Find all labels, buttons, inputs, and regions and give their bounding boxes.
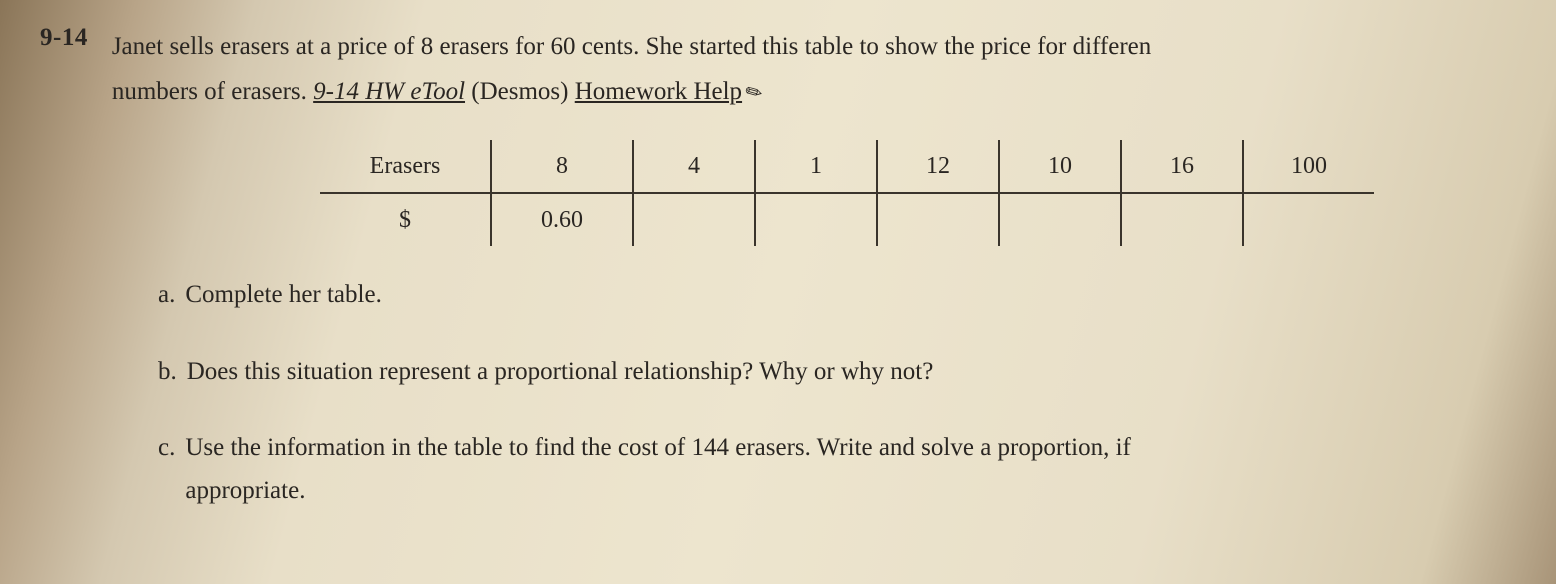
eraser-table: Erasers 8 4 1 12 10 16 100 $ 0.60 xyxy=(320,140,1374,246)
erasers-cell: 10 xyxy=(999,140,1121,193)
price-cell: 0.60 xyxy=(491,193,633,246)
problem-number: 9-14 xyxy=(40,24,88,52)
row2-label: $ xyxy=(320,193,491,246)
sub-text: Use the information in the table to find… xyxy=(185,427,1516,512)
sub-text: Does this situation represent a proporti… xyxy=(187,351,1516,394)
erasers-cell: 8 xyxy=(491,140,633,193)
etool-link[interactable]: 9-14 HW eTool xyxy=(313,78,465,105)
sub-c-line2: appropriate. xyxy=(185,477,305,504)
erasers-cell: 16 xyxy=(1121,140,1243,193)
erasers-cell: 100 xyxy=(1243,140,1374,193)
price-cell xyxy=(1243,193,1374,246)
price-cell xyxy=(633,193,755,246)
homework-help-link[interactable]: Homework Help xyxy=(575,78,742,105)
intro-line1: Janet sells erasers at a price of 8 eras… xyxy=(112,33,1151,60)
sub-letter: b. xyxy=(158,351,177,394)
problem-header: 9-14 Janet sells erasers at a price of 8… xyxy=(40,24,1516,114)
sub-c-line1: Use the information in the table to find… xyxy=(185,434,1131,461)
price-cell xyxy=(999,193,1121,246)
row1-label: Erasers xyxy=(320,140,491,193)
price-cell xyxy=(1121,193,1243,246)
table-row-price: $ 0.60 xyxy=(320,193,1374,246)
sub-questions: a. Complete her table. b. Does this situ… xyxy=(158,274,1516,512)
sub-text: Complete her table. xyxy=(185,274,1516,317)
sub-question-c: c. Use the information in the table to f… xyxy=(158,427,1516,512)
price-cell xyxy=(877,193,999,246)
erasers-cell: 12 xyxy=(877,140,999,193)
intro-line2a: numbers of erasers. xyxy=(112,78,313,105)
sub-question-a: a. Complete her table. xyxy=(158,274,1516,317)
erasers-cell: 1 xyxy=(755,140,877,193)
eraser-table-wrap: Erasers 8 4 1 12 10 16 100 $ 0.60 xyxy=(320,140,1516,246)
desmos-label: (Desmos) xyxy=(465,78,575,105)
price-cell xyxy=(755,193,877,246)
sub-letter: a. xyxy=(158,274,175,317)
sub-letter: c. xyxy=(158,427,175,512)
page: 9-14 Janet sells erasers at a price of 8… xyxy=(0,0,1556,566)
erasers-cell: 4 xyxy=(633,140,755,193)
table-row-erasers: Erasers 8 4 1 12 10 16 100 xyxy=(320,140,1374,193)
problem-intro: Janet sells erasers at a price of 8 eras… xyxy=(112,24,1516,114)
sub-question-b: b. Does this situation represent a propo… xyxy=(158,351,1516,394)
pointer-icon: ✎ xyxy=(738,73,771,113)
